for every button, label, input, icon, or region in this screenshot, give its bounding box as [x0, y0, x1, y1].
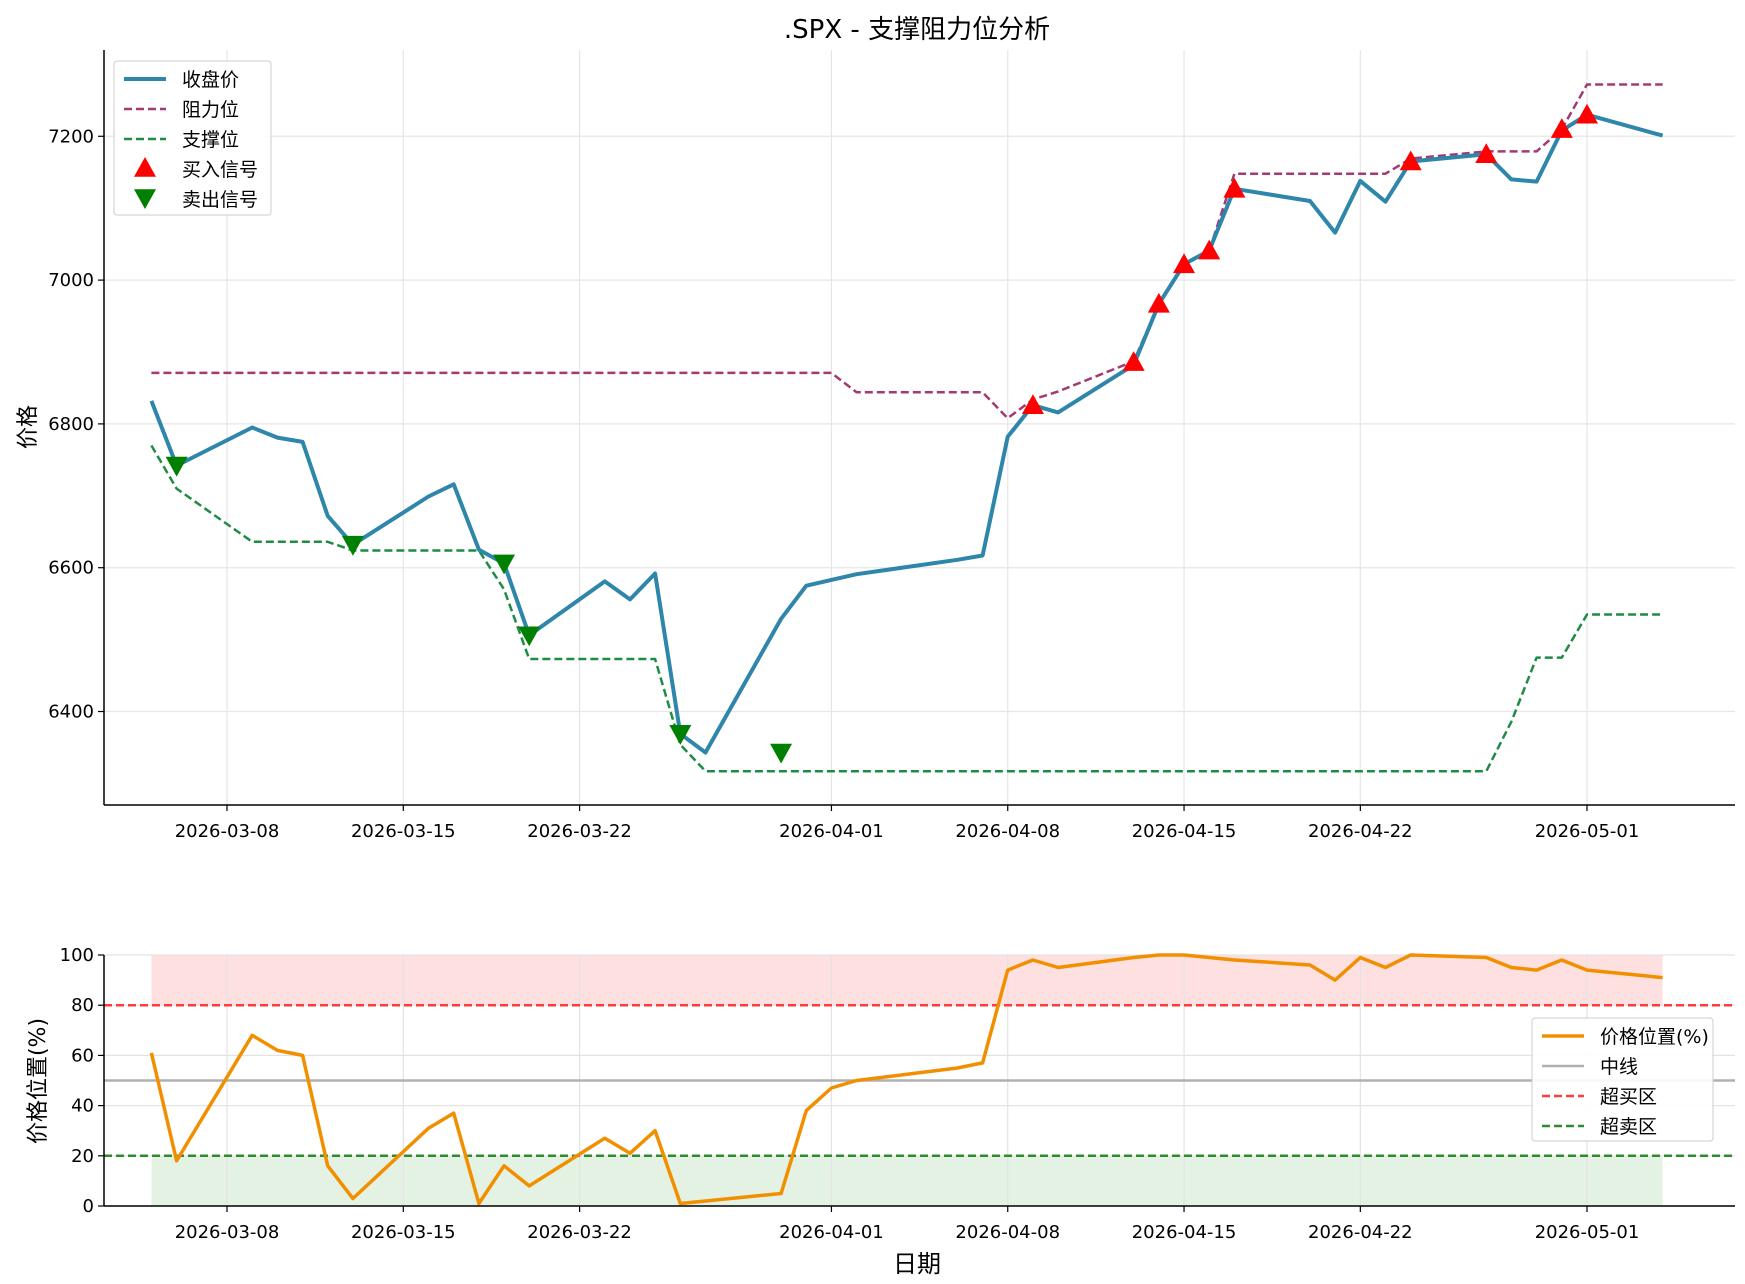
buy-signal-marker: [1576, 103, 1598, 124]
x-tick-label: 2026-04-15: [1132, 821, 1237, 842]
y-tick-label: 7000: [48, 270, 94, 291]
legend-label-oversold: 超卖区: [1600, 1116, 1657, 1138]
buy-signal-marker: [1198, 239, 1221, 260]
x-tick-label: 2026-03-22: [527, 1222, 632, 1243]
x-tick-label: 2026-05-01: [1535, 821, 1640, 842]
buy-signal-marker: [1223, 177, 1246, 198]
x-tick-label: 2026-04-08: [955, 1222, 1060, 1243]
y-tick-label: 6600: [48, 558, 94, 579]
y-tick-label: 80: [71, 995, 94, 1016]
reference-lines: [104, 1003, 1735, 1158]
legend-swatch-buy: [134, 157, 156, 177]
legend-swatch-sell: [134, 189, 156, 209]
series-line-close: [149, 112, 1664, 755]
x-tick-label: 2026-03-22: [527, 821, 632, 842]
series-line-position: [149, 953, 1663, 1206]
legend-label-position: 价格位置(%): [1600, 1026, 1709, 1048]
y-tick-label: 6400: [48, 702, 94, 723]
sell-signal-marker: [165, 456, 188, 477]
y-tick-label: 20: [71, 1146, 94, 1167]
buy-signal-marker: [1475, 143, 1498, 164]
buy-signal-marker: [1147, 292, 1170, 313]
price-chart: .SPX - 支撑阻力位分析 价格 6400 6600 6800 7000 7200 20…: [16, 15, 1735, 842]
legend-label-resistance: 阻力位: [182, 99, 239, 121]
sell-signal-marker: [669, 725, 692, 745]
legend: 价格位置(%) 中线 超买区 超卖区: [1531, 1017, 1714, 1142]
y-tick-label: 7200: [48, 126, 94, 147]
buy-signal-marker: [1399, 150, 1422, 171]
x-tick-label: 2026-03-15: [351, 1222, 456, 1243]
sell-signal-marker: [518, 626, 541, 647]
legend-frame: [1531, 1017, 1714, 1142]
legend-label-overbought: 超买区: [1600, 1086, 1657, 1108]
sell-signal-icon: [134, 189, 156, 209]
series-layer: [149, 953, 1663, 1206]
series-line-support: [150, 444, 1663, 773]
y-axis-label: 价格: [16, 405, 41, 449]
legend-label-sell: 卖出信号: [182, 189, 258, 211]
x-tick-label: 2026-04-22: [1308, 1222, 1413, 1243]
sell-signal-marker: [770, 743, 793, 764]
legend-label-buy: 买入信号: [182, 159, 258, 181]
x-tick-label: 2026-04-01: [779, 821, 884, 842]
y-tick-label: 6800: [48, 414, 94, 435]
x-tick-label: 2026-04-15: [1132, 1222, 1237, 1243]
x-tick-label: 2026-05-01: [1535, 1222, 1640, 1243]
x-tick-label: 2026-04-22: [1308, 821, 1413, 842]
y-axis-label: 价格位置(%): [26, 1018, 51, 1144]
y-tick-label: 100: [60, 945, 94, 966]
chart-title: .SPX - 支撑阻力位分析: [784, 15, 1050, 45]
y-tick-label: 40: [71, 1096, 94, 1117]
x-tick-label: 2026-03-08: [175, 1222, 280, 1243]
x-tick-label: 2026-03-08: [175, 821, 280, 842]
position-chart: 价格位置(%) 日期 0 20 40 60 80 100 2026-03-08 2026-03…: [26, 945, 1735, 1278]
buy-signal-marker: [1173, 253, 1196, 274]
buy-signal-marker: [1550, 118, 1573, 138]
legend-label-support: 支撑位: [182, 129, 239, 151]
buy-signal-marker: [1021, 394, 1044, 415]
x-axis-label: 日期: [893, 1250, 941, 1278]
legend-label-midline: 中线: [1600, 1056, 1638, 1078]
series-line-resistance: [151, 83, 1663, 420]
y-tick-label: 60: [71, 1045, 94, 1066]
buy-signal-marker: [1122, 351, 1145, 371]
axes: 0 20 40 60 80 100 2026-03-08 2026-03-15 2026-03-…: [60, 945, 1735, 1243]
legend: 收盘价 阻力位 支撑位 买入信号 卖出信号: [113, 60, 272, 216]
signal-markers: [165, 103, 1598, 764]
series-layer: [149, 83, 1664, 773]
zone-band: [151, 1155, 1663, 1206]
x-tick-label: 2026-04-01: [779, 1222, 884, 1243]
buy-signal-icon: [134, 157, 156, 177]
x-tick-label: 2026-04-08: [955, 821, 1060, 842]
y-tick-label: 0: [83, 1196, 94, 1217]
legend-label-close: 收盘价: [182, 69, 239, 91]
axes: 6400 6600 6800 7000 7200 2026-03-08 2026-03-15…: [48, 50, 1735, 842]
sell-signal-marker: [493, 554, 516, 575]
x-tick-label: 2026-03-15: [351, 821, 456, 842]
grid: [104, 50, 1735, 805]
sell-signal-marker: [341, 535, 364, 556]
zone-band: [151, 955, 1663, 1006]
